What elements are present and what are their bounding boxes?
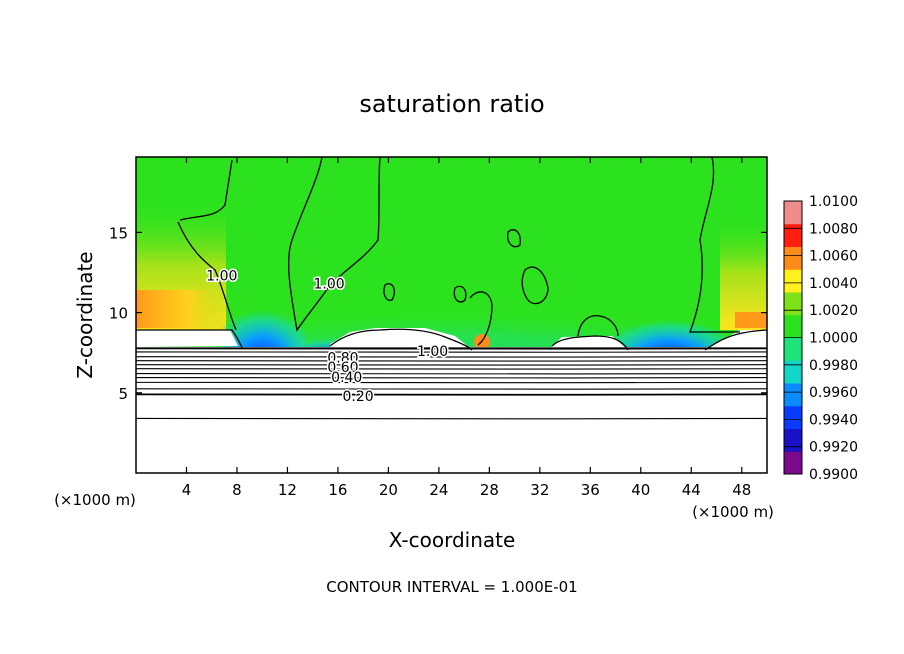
colorbar-label: 0.9980 bbox=[809, 358, 858, 374]
x-unit-left: (×1000 m) bbox=[54, 491, 136, 509]
subsaturated-contour-levels bbox=[136, 347, 767, 420]
x-tick-label: 12 bbox=[278, 481, 297, 499]
contour-label: 1.00 bbox=[417, 344, 448, 360]
colorbar-label: 1.0000 bbox=[809, 331, 858, 347]
contour-label-layer: 1.00 1.00 1.00 0.800.600.40 0.20 bbox=[205, 267, 450, 406]
colorbar-swatch bbox=[784, 451, 802, 475]
x-tick-label: 4 bbox=[182, 481, 192, 499]
y-tick-label: 5 bbox=[118, 385, 128, 403]
contour-label: 0.20 bbox=[343, 389, 374, 405]
contour-level-line bbox=[136, 372, 767, 375]
contour-lines bbox=[136, 157, 767, 351]
colorbar-label: 0.9940 bbox=[809, 412, 858, 428]
contour-1.00-cloud-center bbox=[329, 328, 473, 351]
colorbar-label: 1.0100 bbox=[809, 194, 858, 210]
x-tick-label: 16 bbox=[328, 481, 347, 499]
x-tick-label: 40 bbox=[631, 481, 650, 499]
x-tick-label: 20 bbox=[379, 481, 398, 499]
x-tick-label: 8 bbox=[232, 481, 242, 499]
contour-1.00-mid-left bbox=[288, 157, 381, 332]
contour-1.00-blob-c bbox=[521, 266, 549, 305]
contour-1.00-blob-a bbox=[453, 285, 467, 303]
contour-level-line bbox=[136, 355, 767, 358]
contour-label: 1.00 bbox=[314, 277, 345, 293]
contour-label: 0.80 bbox=[327, 351, 358, 367]
colorbar-swatch bbox=[784, 223, 802, 247]
colorbar-label: 1.0080 bbox=[809, 221, 858, 237]
colorbar-label: 0.9900 bbox=[809, 467, 858, 483]
colorbar-swatch bbox=[784, 360, 802, 384]
contour-1.00-cloud-left bbox=[136, 329, 243, 349]
colorbar-swatch bbox=[784, 246, 802, 270]
contour-level-line bbox=[136, 417, 767, 420]
contour-1.00-right bbox=[689, 157, 740, 333]
colorbar-label: 1.0060 bbox=[809, 249, 858, 265]
x-unit-right: (×1000 m) bbox=[692, 503, 774, 521]
subsaturated-region bbox=[136, 347, 767, 473]
x-tick-label: 28 bbox=[480, 481, 499, 499]
colorbar-label: 0.9960 bbox=[809, 385, 858, 401]
contour-1.00-small bbox=[383, 283, 396, 301]
plot-frame bbox=[135, 156, 768, 474]
contour-level-line bbox=[136, 367, 767, 370]
contour-level-line bbox=[136, 387, 767, 390]
y-tick-label: 15 bbox=[109, 224, 128, 242]
colorbar-swatch bbox=[784, 405, 802, 429]
contour-level-line bbox=[136, 376, 767, 379]
colorbar-swatch bbox=[784, 201, 802, 225]
x-tick-label: 36 bbox=[581, 481, 600, 499]
contour-1.00-left bbox=[177, 159, 237, 331]
colorbar-label: 0.9920 bbox=[809, 440, 858, 456]
cloud-patch-right bbox=[705, 330, 767, 350]
cloud-patch-left bbox=[136, 330, 238, 347]
x-tick-label: 48 bbox=[732, 481, 751, 499]
x-tick-label: 24 bbox=[429, 481, 448, 499]
y-axis: 5 10 15 bbox=[109, 224, 767, 403]
contour-level-line bbox=[136, 363, 767, 366]
x-tick-label: 32 bbox=[530, 481, 549, 499]
y-tick-label: 10 bbox=[109, 305, 128, 323]
contour-label: 1.00 bbox=[206, 269, 237, 285]
x-axis-label: X-coordinate bbox=[389, 528, 516, 552]
contour-level-line bbox=[136, 393, 767, 396]
colorbar-swatch bbox=[784, 337, 802, 361]
x-tick-label: 44 bbox=[682, 481, 701, 499]
chart-title: saturation ratio bbox=[359, 90, 544, 118]
colorbar-label: 1.0020 bbox=[809, 303, 858, 319]
y-axis-label: Z-coordinate bbox=[73, 251, 97, 378]
contour-1.00-cloud-right-center bbox=[551, 335, 629, 351]
contour-level-line bbox=[136, 381, 767, 384]
contour-level-line bbox=[136, 347, 767, 350]
colorbar-swatch bbox=[784, 269, 802, 293]
contour-1.00-blob-b bbox=[469, 291, 493, 346]
colorbar-swatch bbox=[784, 314, 802, 338]
contour-label: 0.60 bbox=[327, 360, 358, 376]
contour-level-line bbox=[136, 359, 767, 362]
contour-1.00-cloud-right bbox=[704, 329, 767, 351]
contour-level-line bbox=[136, 350, 767, 353]
cloud-patch-right-center bbox=[552, 336, 628, 350]
colorbar-swatch bbox=[784, 292, 802, 316]
contour-1.00-dome bbox=[577, 314, 619, 337]
contour-interval-note: CONTOUR INTERVAL = 1.000E-01 bbox=[326, 578, 577, 596]
colorbar-label: 1.0040 bbox=[809, 276, 858, 292]
colorbar-swatch bbox=[784, 428, 802, 452]
colorbar: 1.0100 1.0080 1.0060 1.0040 1.0020 1.0000 0.99… bbox=[783, 194, 858, 483]
plot-area: 1.00 1.00 1.00 0.800.600.40 0.20 bbox=[136, 157, 767, 473]
x-axis: 4 8 12 16 20 24 28 32 36 40 44 48 bbox=[182, 157, 751, 499]
contour-1.00-blob-d bbox=[507, 229, 521, 248]
colorbar-swatch bbox=[784, 383, 802, 407]
contour-label: 0.40 bbox=[331, 370, 362, 386]
